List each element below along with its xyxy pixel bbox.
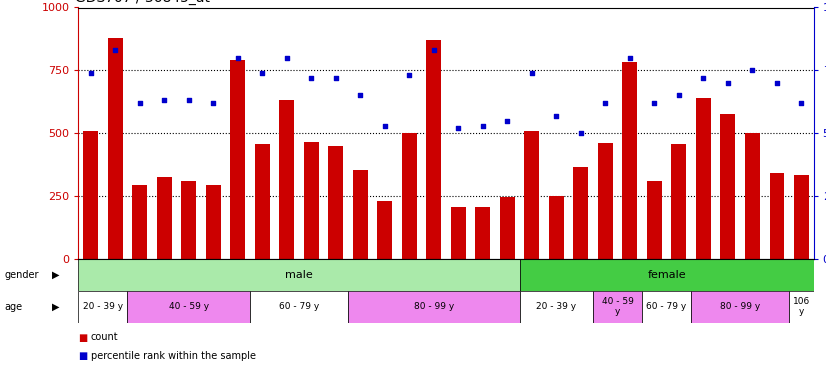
Bar — [426, 40, 441, 259]
Bar — [623, 62, 637, 259]
Point — [403, 72, 415, 78]
Text: 20 - 39 y: 20 - 39 y — [83, 302, 123, 311]
Bar — [789, 291, 814, 322]
Text: 40 - 59 y: 40 - 59 y — [169, 302, 209, 311]
Text: ■: ■ — [78, 351, 88, 361]
Point — [795, 100, 808, 106]
Point — [721, 80, 734, 86]
Bar — [83, 130, 98, 259]
Text: 40 - 59
y: 40 - 59 y — [601, 297, 634, 316]
Bar — [672, 144, 686, 259]
Point — [158, 98, 171, 104]
Point — [525, 70, 539, 76]
Text: percentile rank within the sample: percentile rank within the sample — [91, 351, 256, 361]
Point — [256, 70, 269, 76]
Bar — [520, 291, 593, 322]
Bar — [157, 177, 172, 259]
Point — [501, 118, 514, 124]
Point — [771, 80, 784, 86]
Bar — [745, 133, 760, 259]
Bar — [250, 291, 348, 322]
Point — [574, 130, 587, 136]
Point — [476, 123, 489, 129]
Text: 60 - 79 y: 60 - 79 y — [647, 302, 686, 311]
Text: 106
y: 106 y — [793, 297, 810, 316]
Point — [672, 93, 686, 99]
Text: ▶: ▶ — [52, 302, 60, 312]
Point — [550, 112, 563, 118]
Text: 60 - 79 y: 60 - 79 y — [279, 302, 319, 311]
Text: gender: gender — [4, 270, 39, 280]
Text: male: male — [285, 270, 313, 280]
Bar — [598, 143, 613, 259]
Bar — [451, 207, 466, 259]
Text: female: female — [648, 270, 686, 280]
Bar — [794, 175, 809, 259]
Text: GDS707 / 36845_at: GDS707 / 36845_at — [75, 0, 210, 5]
Point — [599, 100, 612, 106]
Point — [305, 75, 318, 81]
Bar — [696, 98, 710, 259]
Bar — [348, 291, 520, 322]
Bar — [573, 167, 588, 259]
Text: count: count — [91, 333, 118, 342]
Point — [108, 47, 122, 53]
Point — [231, 55, 244, 61]
Bar — [132, 184, 147, 259]
Bar — [402, 133, 416, 259]
Bar — [642, 291, 691, 322]
Text: ■: ■ — [78, 333, 88, 342]
Bar — [127, 291, 250, 322]
Point — [648, 100, 661, 106]
Bar — [206, 184, 221, 259]
Text: ▶: ▶ — [52, 270, 60, 280]
Bar — [525, 130, 539, 259]
Bar — [647, 181, 662, 259]
Point — [378, 123, 392, 129]
Point — [84, 70, 97, 76]
Text: 80 - 99 y: 80 - 99 y — [720, 302, 760, 311]
Bar — [230, 60, 245, 259]
Point — [452, 125, 465, 131]
Bar — [500, 197, 515, 259]
Bar — [255, 144, 269, 259]
Point — [182, 98, 195, 104]
Point — [133, 100, 146, 106]
Bar — [377, 201, 392, 259]
Point — [696, 75, 710, 81]
Text: 20 - 39 y: 20 - 39 y — [536, 302, 577, 311]
Bar — [770, 173, 784, 259]
Point — [746, 68, 759, 74]
Point — [354, 93, 367, 99]
Bar — [353, 170, 368, 259]
Bar — [720, 114, 735, 259]
Bar — [549, 196, 563, 259]
Point — [624, 55, 637, 61]
Bar — [279, 100, 294, 259]
Text: 80 - 99 y: 80 - 99 y — [414, 302, 454, 311]
Text: age: age — [4, 302, 22, 312]
Point — [280, 55, 293, 61]
Bar — [182, 181, 196, 259]
Bar — [304, 142, 319, 259]
Bar — [476, 207, 490, 259]
Bar — [520, 259, 814, 291]
Point — [206, 100, 220, 106]
Point — [329, 75, 343, 81]
Bar — [108, 38, 122, 259]
Bar — [78, 259, 520, 291]
Bar — [329, 146, 343, 259]
Point — [427, 47, 440, 53]
Bar — [691, 291, 789, 322]
Bar — [593, 291, 642, 322]
Bar — [78, 291, 127, 322]
